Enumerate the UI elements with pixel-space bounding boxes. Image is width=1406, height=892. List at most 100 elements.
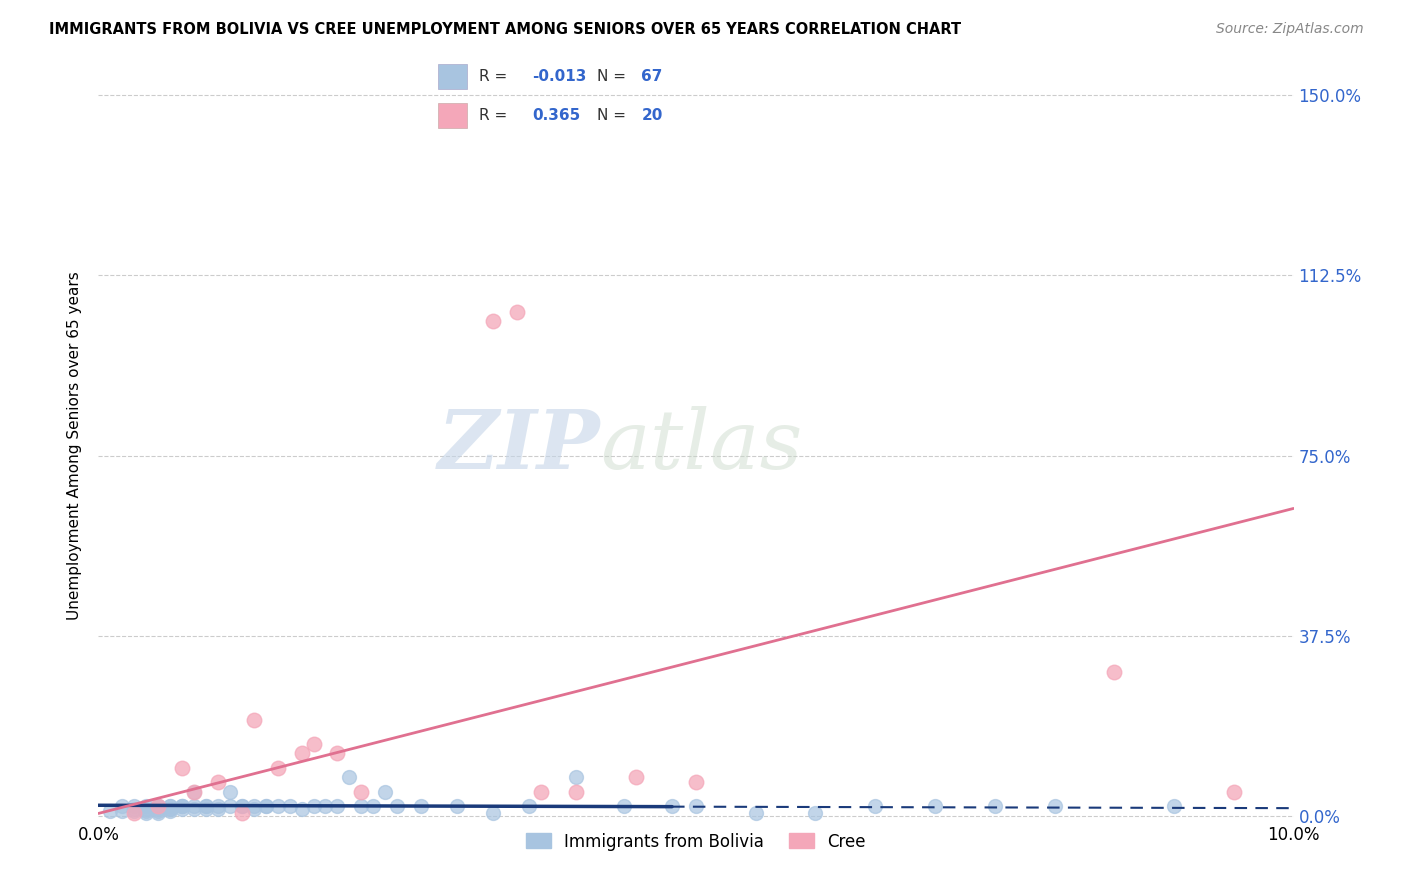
Point bbox=[231, 806, 253, 821]
Point bbox=[626, 771, 648, 785]
Text: ZIP: ZIP bbox=[437, 406, 600, 486]
Point bbox=[315, 799, 337, 814]
Point bbox=[135, 802, 157, 816]
Point bbox=[1223, 785, 1246, 799]
Point bbox=[326, 747, 349, 761]
Point bbox=[159, 802, 181, 816]
Point bbox=[135, 804, 157, 818]
Point bbox=[124, 806, 146, 821]
Point bbox=[1043, 799, 1066, 814]
Point bbox=[183, 799, 205, 814]
Point bbox=[350, 799, 373, 814]
Point bbox=[111, 799, 134, 814]
Point bbox=[374, 785, 396, 799]
Text: Source: ZipAtlas.com: Source: ZipAtlas.com bbox=[1216, 22, 1364, 37]
Point bbox=[254, 799, 277, 814]
Point bbox=[291, 802, 314, 816]
Point bbox=[482, 314, 505, 328]
Point bbox=[278, 799, 301, 814]
Point bbox=[517, 799, 540, 814]
Point bbox=[159, 802, 181, 816]
Point bbox=[984, 799, 1007, 814]
FancyBboxPatch shape bbox=[437, 63, 467, 89]
Text: 67: 67 bbox=[641, 69, 662, 84]
Text: N =: N = bbox=[598, 108, 631, 123]
Point bbox=[172, 802, 194, 816]
Point bbox=[148, 802, 170, 816]
Point bbox=[243, 799, 266, 814]
Point bbox=[291, 747, 314, 761]
Point bbox=[924, 799, 946, 814]
Point bbox=[1104, 665, 1126, 679]
Point bbox=[148, 799, 170, 814]
Point bbox=[219, 799, 242, 814]
Point bbox=[613, 799, 636, 814]
Y-axis label: Unemployment Among Seniors over 65 years: Unemployment Among Seniors over 65 years bbox=[67, 272, 83, 620]
Point bbox=[411, 799, 433, 814]
Point bbox=[243, 713, 266, 727]
Point bbox=[565, 785, 588, 799]
Point bbox=[350, 785, 373, 799]
Point bbox=[207, 802, 229, 816]
Point bbox=[482, 806, 505, 821]
Text: N =: N = bbox=[598, 69, 631, 84]
Point bbox=[98, 804, 122, 818]
Point bbox=[565, 771, 588, 785]
Point bbox=[385, 799, 409, 814]
Point bbox=[243, 802, 266, 816]
Point bbox=[219, 785, 242, 799]
Point bbox=[506, 304, 529, 318]
Point bbox=[446, 799, 468, 814]
Point bbox=[865, 799, 887, 814]
Point bbox=[267, 761, 290, 775]
Point bbox=[172, 761, 194, 775]
Point bbox=[195, 802, 218, 816]
Point bbox=[267, 799, 290, 814]
Point bbox=[172, 799, 194, 814]
Point bbox=[195, 799, 218, 814]
Point bbox=[183, 785, 205, 799]
Point bbox=[207, 799, 229, 814]
Point bbox=[124, 804, 146, 818]
Point bbox=[745, 806, 768, 821]
Text: 20: 20 bbox=[641, 108, 662, 123]
Point bbox=[804, 806, 827, 821]
Point bbox=[124, 799, 146, 814]
Point bbox=[148, 799, 170, 814]
Point bbox=[159, 799, 181, 814]
Point bbox=[231, 799, 253, 814]
Text: IMMIGRANTS FROM BOLIVIA VS CREE UNEMPLOYMENT AMONG SENIORS OVER 65 YEARS CORRELA: IMMIGRANTS FROM BOLIVIA VS CREE UNEMPLOY… bbox=[49, 22, 962, 37]
Text: R =: R = bbox=[479, 69, 512, 84]
FancyBboxPatch shape bbox=[437, 103, 467, 128]
Point bbox=[148, 799, 170, 814]
Point bbox=[254, 799, 277, 814]
Point bbox=[339, 771, 361, 785]
Point bbox=[172, 799, 194, 814]
Text: atlas: atlas bbox=[600, 406, 803, 486]
Point bbox=[530, 785, 553, 799]
Text: R =: R = bbox=[479, 108, 512, 123]
Point bbox=[231, 799, 253, 814]
Point bbox=[111, 804, 134, 818]
Point bbox=[661, 799, 683, 814]
Point bbox=[148, 804, 170, 818]
Point bbox=[135, 799, 157, 814]
Point bbox=[207, 775, 229, 789]
Point bbox=[135, 806, 157, 821]
Legend: Immigrants from Bolivia, Cree: Immigrants from Bolivia, Cree bbox=[519, 826, 873, 857]
Text: -0.013: -0.013 bbox=[533, 69, 586, 84]
Point bbox=[148, 806, 170, 821]
Point bbox=[124, 802, 146, 816]
Point bbox=[148, 799, 170, 814]
Point bbox=[159, 799, 181, 814]
Point bbox=[172, 799, 194, 814]
Point bbox=[1163, 799, 1185, 814]
Point bbox=[685, 799, 707, 814]
Point bbox=[183, 802, 205, 816]
Point bbox=[326, 799, 349, 814]
Point bbox=[183, 785, 205, 799]
Point bbox=[195, 799, 218, 814]
Point bbox=[685, 775, 707, 789]
Point bbox=[302, 799, 325, 814]
Text: 0.365: 0.365 bbox=[533, 108, 581, 123]
